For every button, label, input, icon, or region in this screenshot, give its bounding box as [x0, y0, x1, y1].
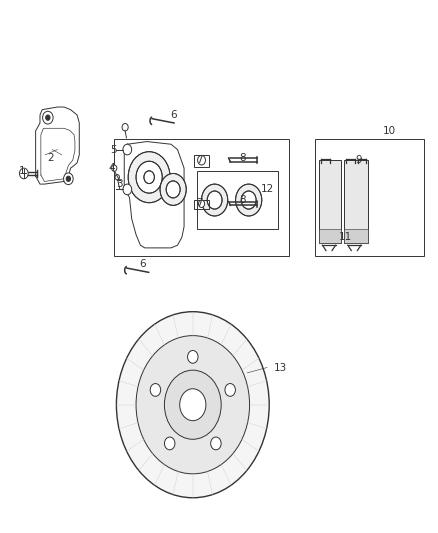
Text: 4: 4: [109, 163, 115, 173]
FancyBboxPatch shape: [319, 160, 341, 243]
Circle shape: [241, 191, 256, 209]
Circle shape: [164, 437, 175, 450]
Circle shape: [64, 173, 73, 184]
Circle shape: [166, 181, 180, 198]
Bar: [197, 171, 278, 229]
Bar: [319, 229, 341, 243]
Bar: [194, 156, 209, 167]
Circle shape: [160, 173, 186, 205]
Text: 13: 13: [273, 362, 287, 373]
Circle shape: [19, 168, 28, 179]
Circle shape: [123, 144, 132, 155]
Text: 8: 8: [240, 152, 246, 163]
Text: 12: 12: [261, 184, 274, 195]
Text: 1: 1: [19, 166, 26, 176]
Circle shape: [207, 191, 222, 209]
Circle shape: [187, 351, 198, 364]
Circle shape: [236, 184, 262, 216]
Circle shape: [136, 161, 162, 193]
Bar: [114, 139, 289, 256]
FancyBboxPatch shape: [344, 160, 368, 243]
Text: 11: 11: [339, 232, 352, 243]
Text: 5: 5: [110, 144, 117, 155]
Circle shape: [136, 336, 250, 474]
Circle shape: [198, 156, 205, 165]
Bar: [344, 229, 368, 243]
Circle shape: [128, 152, 170, 203]
Circle shape: [122, 124, 128, 131]
Circle shape: [198, 200, 205, 207]
Circle shape: [211, 437, 221, 450]
Text: 2: 2: [48, 152, 54, 163]
Circle shape: [66, 176, 71, 181]
Text: 9: 9: [355, 155, 362, 165]
Text: 6: 6: [170, 110, 177, 120]
Circle shape: [112, 165, 117, 171]
Text: 7: 7: [196, 198, 203, 208]
Bar: [315, 139, 424, 256]
Circle shape: [42, 111, 53, 124]
Text: 6: 6: [139, 259, 146, 269]
Circle shape: [201, 184, 228, 216]
Text: 7: 7: [196, 155, 203, 165]
Circle shape: [115, 174, 120, 180]
Circle shape: [123, 184, 132, 195]
Circle shape: [150, 384, 161, 397]
Circle shape: [117, 312, 269, 498]
Circle shape: [144, 171, 154, 183]
Text: 3: 3: [116, 179, 123, 189]
Text: 10: 10: [383, 126, 396, 136]
Bar: [194, 199, 209, 209]
Circle shape: [225, 384, 235, 397]
Circle shape: [180, 389, 206, 421]
Circle shape: [46, 115, 50, 120]
Circle shape: [164, 370, 221, 439]
Text: 8: 8: [240, 195, 246, 205]
